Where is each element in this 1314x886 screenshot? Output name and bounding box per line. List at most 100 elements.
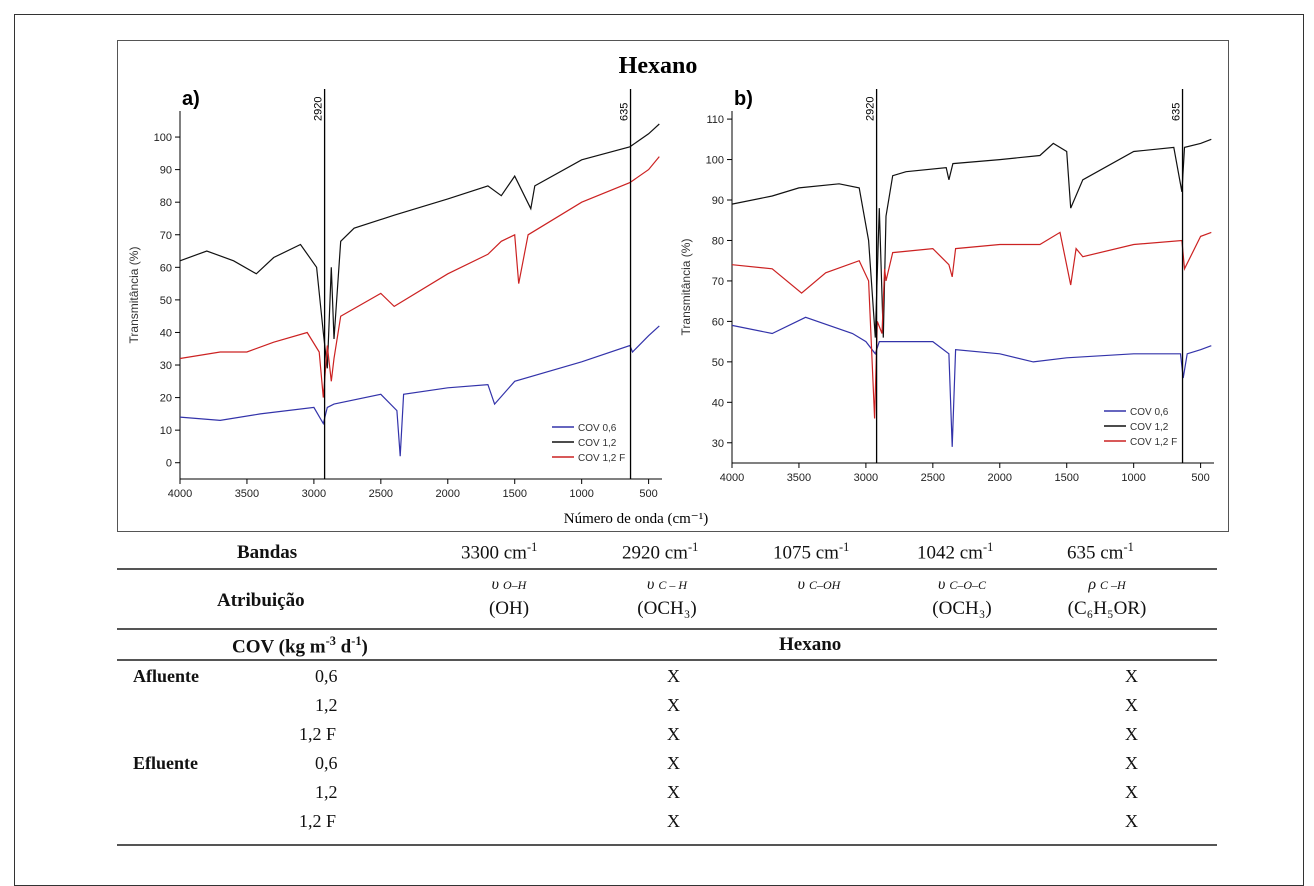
panel-b-x-tick-label: 2000 xyxy=(988,472,1012,484)
row-cov-value: 1,2 F xyxy=(299,811,337,831)
ftir-charts: Hexano Número de onda (cm⁻¹) 4000 3500 300… xyxy=(127,53,1214,527)
x-axis-label: Número de onda (cm⁻¹) xyxy=(564,511,708,527)
panel-b-y-tick-label: 70 xyxy=(712,276,724,288)
panel-b-legend-label: COV 1,2 F xyxy=(1130,437,1177,448)
bandas-label: Bandas xyxy=(237,542,298,563)
atribuicao-group: (C₆H₅OR) xyxy=(1067,598,1147,619)
panel-b-y-tick-label: 90 xyxy=(712,195,724,207)
panel-b-y-tick-label: 100 xyxy=(706,155,724,167)
row-group-label: Afluente xyxy=(133,666,199,686)
panel-b-x-tick-label: 3500 xyxy=(787,472,811,484)
panel-b-x-tick-label: 1500 xyxy=(1054,472,1078,484)
panel-b-y-tick-label: 110 xyxy=(706,114,724,126)
panel-a-y-tick-label: 0 xyxy=(166,458,172,470)
panel-a-y-tick-label: 50 xyxy=(160,295,172,307)
row-mark-2920: X xyxy=(667,724,680,744)
row-cov-value: 0,6 xyxy=(315,666,338,686)
panel-b-y-label: Transmitância (%) xyxy=(679,239,693,336)
band-3300: 3300 cm-1 xyxy=(461,540,538,564)
row-mark-2920: X xyxy=(667,811,680,831)
panel-b-ref-label-2920: 2920 xyxy=(865,97,877,121)
panel-a-x-tick-label: 1000 xyxy=(569,488,593,500)
panel-a-y-tick-label: 90 xyxy=(160,165,172,177)
panel-a-x-tick-label: 4000 xyxy=(168,488,192,500)
panel-b-legend-label: COV 0,6 xyxy=(1130,407,1169,418)
row-mark-2920: X xyxy=(667,753,680,773)
row-mark-635: X xyxy=(1125,666,1138,686)
panel-a-ref-label-635: 635 xyxy=(619,103,631,121)
chart-panel-box: Hexano Número de onda (cm⁻¹) 4000 3500 300… xyxy=(117,40,1229,532)
panel-b-x-tick-label: 2500 xyxy=(921,472,945,484)
header-rule xyxy=(117,568,1217,570)
panel-b-series-2 xyxy=(731,231,1212,419)
panel-b-y-tick-label: 40 xyxy=(712,397,724,409)
panel-a-x-tick-label: 2000 xyxy=(436,488,460,500)
atribuicao-symbol: υ C–O–C xyxy=(937,576,987,593)
panel-a-x-tick-label: 2500 xyxy=(369,488,393,500)
atribuicao-rule xyxy=(117,628,1217,630)
row-mark-2920: X xyxy=(667,782,680,802)
panel-b-x-tick-label: 1000 xyxy=(1121,472,1145,484)
panel-b-x-tick-label: 3000 xyxy=(854,472,878,484)
row-mark-635: X xyxy=(1125,724,1138,744)
panel-b-y-tick-label: 30 xyxy=(712,438,724,450)
panel-b-series-1 xyxy=(731,138,1212,338)
atribuicao-group: (OCH₃) xyxy=(637,598,697,619)
panel-a-y-tick-label: 10 xyxy=(160,425,172,437)
panel-b-y-tick-label: 50 xyxy=(712,357,724,369)
panel-a-y-tick-label: 100 xyxy=(154,132,172,144)
row-mark-2920: X xyxy=(667,695,680,715)
row-cov-value: 1,2 xyxy=(315,782,338,802)
atribuicao-group: (OH) xyxy=(488,598,530,619)
atribuicao-symbol: υ C – H xyxy=(646,576,687,593)
panel-a-x-tick-label: 3500 xyxy=(235,488,259,500)
panel-b-legend-label: COV 1,2 xyxy=(1130,422,1169,433)
panel-a-y-tick-label: 40 xyxy=(160,327,172,339)
panel-b-y-tick-label: 60 xyxy=(712,316,724,328)
hexano-header: Hexano xyxy=(779,634,842,655)
panel-a-legend-label: COV 1,2 F xyxy=(578,453,625,464)
panel-b-y-tick-label: 80 xyxy=(712,235,724,247)
panel-b-x-tick-label: 500 xyxy=(1191,472,1209,484)
panel-a-legend-label: COV 0,6 xyxy=(578,423,617,434)
panel-a-x-tick-label: 3000 xyxy=(302,488,326,500)
atribuicao-group: (OCH₃) xyxy=(932,598,992,619)
figure-title: Hexano xyxy=(619,53,698,79)
band-635: 635 cm-1 xyxy=(1067,540,1134,564)
row-cov-value: 0,6 xyxy=(315,753,338,773)
panel-a-label: a) xyxy=(182,88,200,110)
bottom-rule xyxy=(117,844,1217,846)
atribuicao-symbol: υ C–OH xyxy=(797,576,841,593)
panel-a-y-tick-label: 80 xyxy=(160,197,172,209)
panel-a-y-label: Transmitância (%) xyxy=(127,247,141,344)
panel-a-series-2 xyxy=(179,156,660,398)
panel-a-ref-label-2920: 2920 xyxy=(313,97,325,121)
panel-a-x-tick-label: 500 xyxy=(639,488,657,500)
row-cov-value: 1,2 F xyxy=(299,724,337,744)
panel-a-series-0 xyxy=(179,325,660,457)
panel-a-y-tick-label: 70 xyxy=(160,230,172,242)
atribuicao-symbol: υ O–H xyxy=(491,576,527,593)
panel-b-x-tick-label: 4000 xyxy=(720,472,744,484)
row-cov-value: 1,2 xyxy=(315,695,338,715)
panel-a-x-tick-label: 1500 xyxy=(502,488,526,500)
panel-a-y-tick-label: 20 xyxy=(160,393,172,405)
row-mark-635: X xyxy=(1125,695,1138,715)
row-mark-635: X xyxy=(1125,782,1138,802)
panel-a-y-tick-label: 30 xyxy=(160,360,172,372)
atribuicao-symbol: ρ C –H xyxy=(1088,576,1126,593)
row-mark-635: X xyxy=(1125,811,1138,831)
atribuicao-label: Atribuição xyxy=(217,590,305,611)
panel-a-y-tick-label: 60 xyxy=(160,262,172,274)
panel-b-label: b) xyxy=(734,88,753,110)
row-mark-2920: X xyxy=(667,666,680,686)
cov-rule xyxy=(117,659,1217,661)
cov-header: COV (kg m-3 d-1) xyxy=(232,634,368,658)
panel-b-ref-label-635: 635 xyxy=(1171,103,1183,121)
panel-a-legend-label: COV 1,2 xyxy=(578,438,617,449)
row-mark-635: X xyxy=(1125,753,1138,773)
band-1075: 1075 cm-1 xyxy=(773,540,850,564)
row-group-label: Efluente xyxy=(133,753,198,773)
band-1042: 1042 cm-1 xyxy=(917,540,994,564)
band-2920: 2920 cm-1 xyxy=(622,540,699,564)
